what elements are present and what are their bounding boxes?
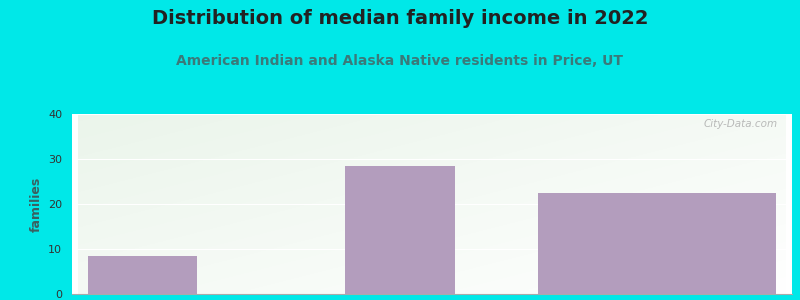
Text: American Indian and Alaska Native residents in Price, UT: American Indian and Alaska Native reside… [177,54,623,68]
Bar [346,166,454,294]
Bar [538,193,776,294]
Text: City-Data.com: City-Data.com [703,119,778,129]
Y-axis label: families: families [30,176,42,232]
Bar [88,256,198,294]
Text: Distribution of median family income in 2022: Distribution of median family income in … [152,9,648,28]
